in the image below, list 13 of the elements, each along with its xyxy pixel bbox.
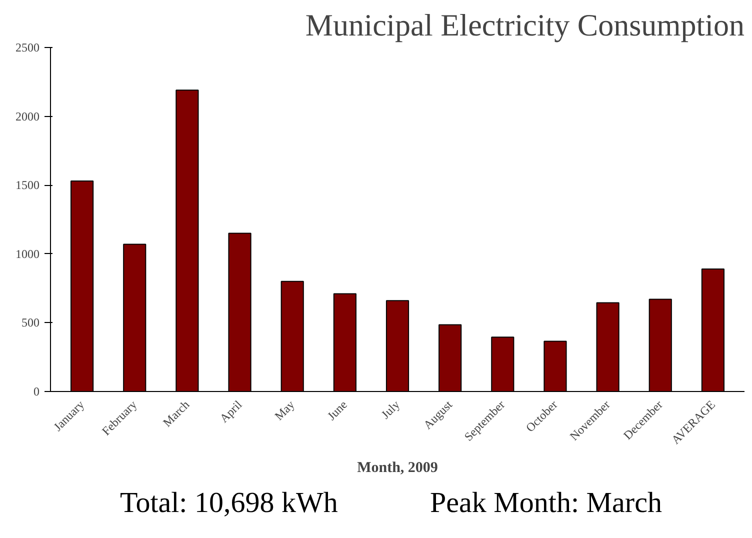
x-axis-title: Month, 2009 — [357, 460, 438, 476]
x-tick-label: May — [272, 398, 298, 424]
chart-title: Municipal Electricity Consumption — [305, 8, 745, 42]
x-tick-label: June — [324, 398, 350, 424]
x-tick-label: July — [378, 398, 402, 422]
text: Total: 10,698 kWh — [120, 486, 338, 521]
y-tick-label: 500 — [22, 316, 40, 330]
y-tick-label: 0 — [34, 384, 40, 398]
y-tick-label: 1000 — [16, 246, 40, 261]
text: Peak Month: March — [430, 486, 662, 521]
y-tick-label: 2000 — [16, 109, 40, 124]
y-tick-label: 1500 — [16, 178, 40, 192]
y-tick-label: 2500 — [16, 40, 40, 54]
